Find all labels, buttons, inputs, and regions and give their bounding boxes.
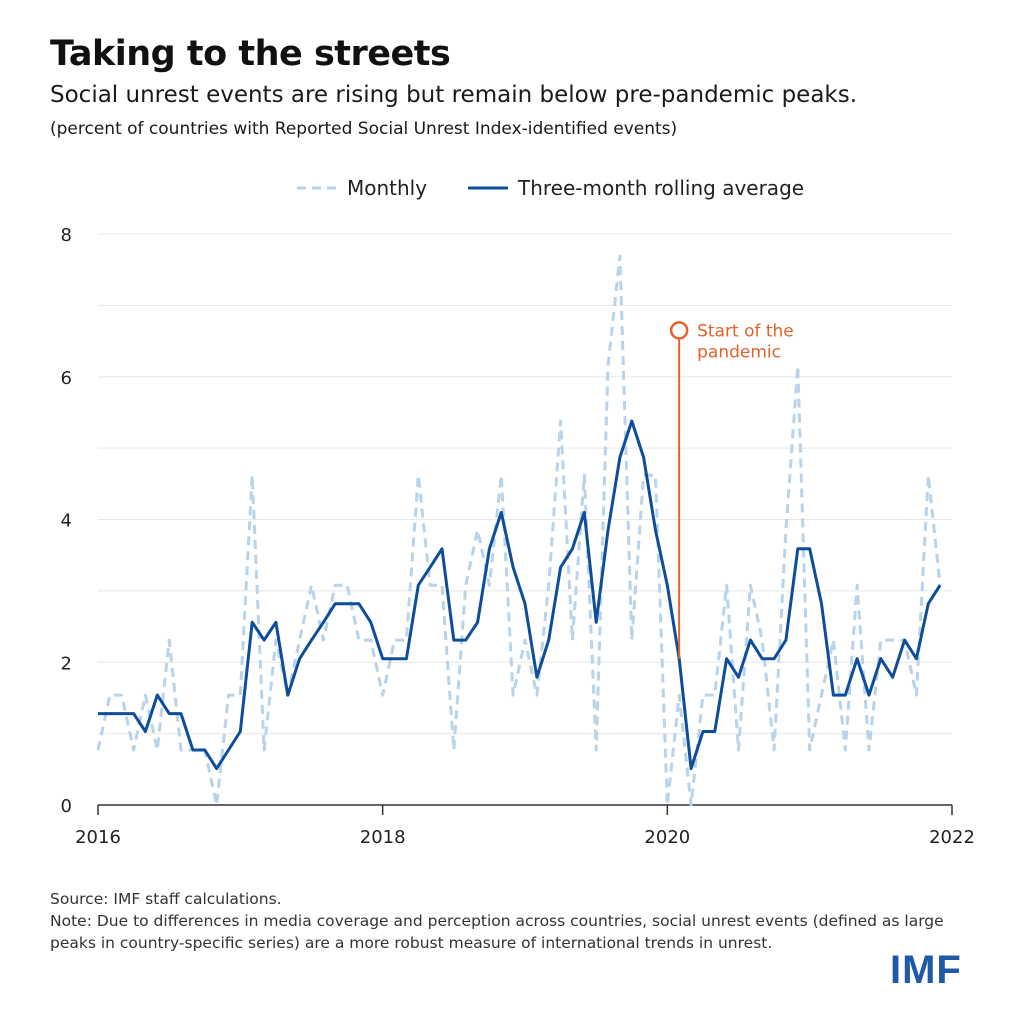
- gridlines: [98, 233, 952, 735]
- y-tick-label: 6: [61, 368, 72, 389]
- annotation-label: Start of the: [697, 321, 794, 341]
- legend-rolling-average: Three-month rolling average: [468, 176, 804, 200]
- y-tick-label: 4: [61, 511, 72, 532]
- legend-monthly: Monthly: [297, 176, 427, 200]
- x-tick-label: 2022: [929, 827, 975, 848]
- methodology-note: Note: Due to differences in media covera…: [50, 912, 944, 952]
- y-tick-label: 2: [61, 653, 72, 674]
- annotation-marker: [669, 321, 689, 340]
- x-tick-label: 2020: [644, 827, 690, 848]
- x-tick-label: 2018: [360, 827, 406, 848]
- y-axis-ticks: 0 2 4 6 8: [61, 225, 72, 817]
- series-monthly-line: [96, 254, 942, 807]
- legend-label: Monthly: [347, 176, 427, 200]
- series-rolling-average-line: [98, 419, 942, 771]
- footer: Source: IMF staff calculations. Note: Du…: [50, 888, 950, 954]
- y-tick-label: 8: [61, 225, 72, 246]
- series-group: [96, 254, 942, 807]
- source-note: Source: IMF staff calculations.: [50, 890, 282, 908]
- line-chart: Monthly Three-month rolling average 0 2 4 6 8…: [61, 176, 975, 848]
- chart-units: (percent of countries with Reported Soci…: [50, 119, 678, 139]
- annotation-label: pandemic: [697, 342, 781, 362]
- legend-label: Three-month rolling average: [517, 176, 804, 200]
- chart-title: Taking to the streets: [50, 34, 451, 74]
- imf-logo: IMF: [890, 948, 962, 992]
- y-tick-label: 0: [61, 796, 72, 817]
- x-axis: 2016 2018 2020 2022: [75, 804, 975, 848]
- chart-subtitle: Social unrest events are rising but rema…: [50, 82, 858, 108]
- legend: Monthly Three-month rolling average: [297, 176, 804, 200]
- x-tick-label: 2016: [75, 827, 121, 848]
